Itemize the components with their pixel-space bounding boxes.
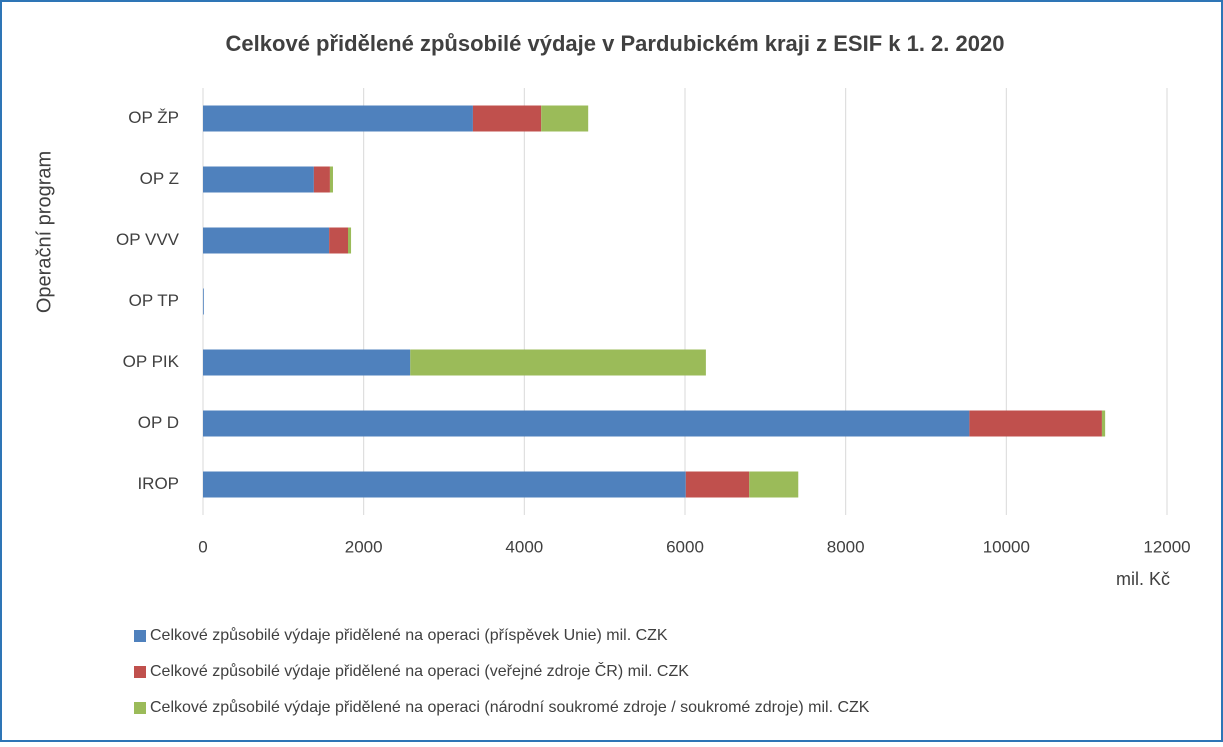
bar-segment (329, 166, 333, 193)
bar-segment (685, 471, 750, 498)
legend-swatch (134, 630, 146, 642)
y-tick-label: OP TP (129, 291, 179, 310)
bar-segment (203, 288, 204, 315)
bar-segment (749, 471, 799, 498)
bar-segment (203, 227, 330, 254)
bar-segment (329, 227, 349, 254)
chart-title: Celkové přidělené způsobilé výdaje v Par… (226, 31, 1005, 56)
legend-swatch (134, 666, 146, 678)
y-tick-label: OP PIK (123, 352, 180, 371)
bar-segment (203, 105, 473, 132)
x-tick-label: 4000 (505, 537, 543, 556)
bar-segment (348, 227, 352, 254)
bar-segment (1101, 410, 1106, 437)
legend-swatch (134, 702, 146, 714)
y-tick-label: OP VVV (116, 230, 180, 249)
x-tick-label: 8000 (827, 537, 865, 556)
x-axis-label: mil. Kč (1116, 569, 1170, 589)
legend-label: Celkové způsobilé výdaje přidělené na op… (150, 661, 689, 680)
x-tick-label: 0 (198, 537, 207, 556)
y-tick-label: IROP (137, 474, 179, 493)
y-tick-label: OP D (138, 413, 179, 432)
x-tick-label: 10000 (983, 537, 1030, 556)
legend-label: Celkové způsobilé výdaje přidělené na op… (150, 698, 870, 716)
bar-segment (203, 410, 970, 437)
y-tick-label: OP ŽP (128, 108, 179, 127)
bar-segment (203, 471, 686, 498)
y-tick-label: OP Z (140, 169, 179, 188)
bar-segment (313, 166, 330, 193)
x-tick-label: 12000 (1143, 537, 1190, 556)
bar-segment (410, 349, 706, 376)
bar-segment (541, 105, 589, 132)
bar-segment (472, 105, 542, 132)
legend-label: Celkové způsobilé výdaje přidělené na op… (150, 626, 668, 644)
x-tick-label: 2000 (345, 537, 383, 556)
x-tick-label: 6000 (666, 537, 704, 556)
bar-segment (203, 166, 314, 193)
bar-segment (203, 349, 411, 376)
y-axis-label: Operační program (33, 151, 55, 313)
bar-segment (969, 410, 1102, 437)
